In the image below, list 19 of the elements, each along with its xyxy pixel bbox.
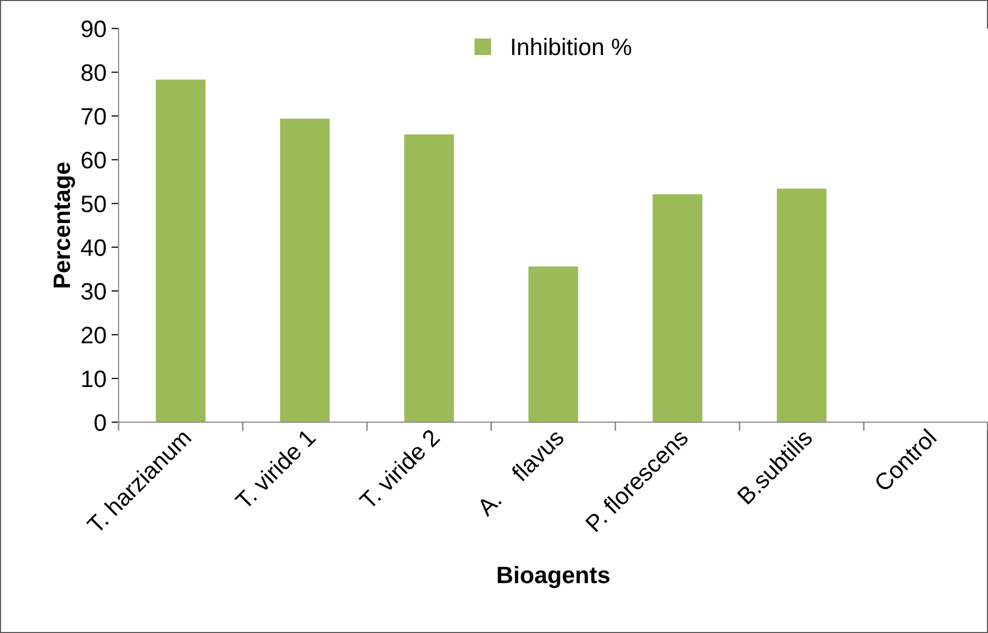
y-tick-label: 50 [81,196,106,212]
bar [776,188,827,422]
y-tick-label: 90 [82,20,106,38]
y-tick-label: 30 [81,283,106,300]
y-tick-label: 70 [82,108,106,125]
y-tick-label: 10 [82,370,106,388]
bar [156,80,206,422]
y-axis-title: Percentage [54,162,75,288]
y-tick-label: 40 [81,239,106,256]
x-axis-title: Bioagents [498,566,610,588]
y-tick-label: 60 [82,152,106,169]
legend-label: Inhibition % [512,38,632,56]
bar [652,194,702,422]
bar [280,118,330,422]
y-tick-label: 20 [82,326,106,344]
bar [528,266,578,422]
bar [404,134,454,422]
y-tick-label: 80 [82,64,106,82]
y-tick-label: 0 [94,414,106,431]
